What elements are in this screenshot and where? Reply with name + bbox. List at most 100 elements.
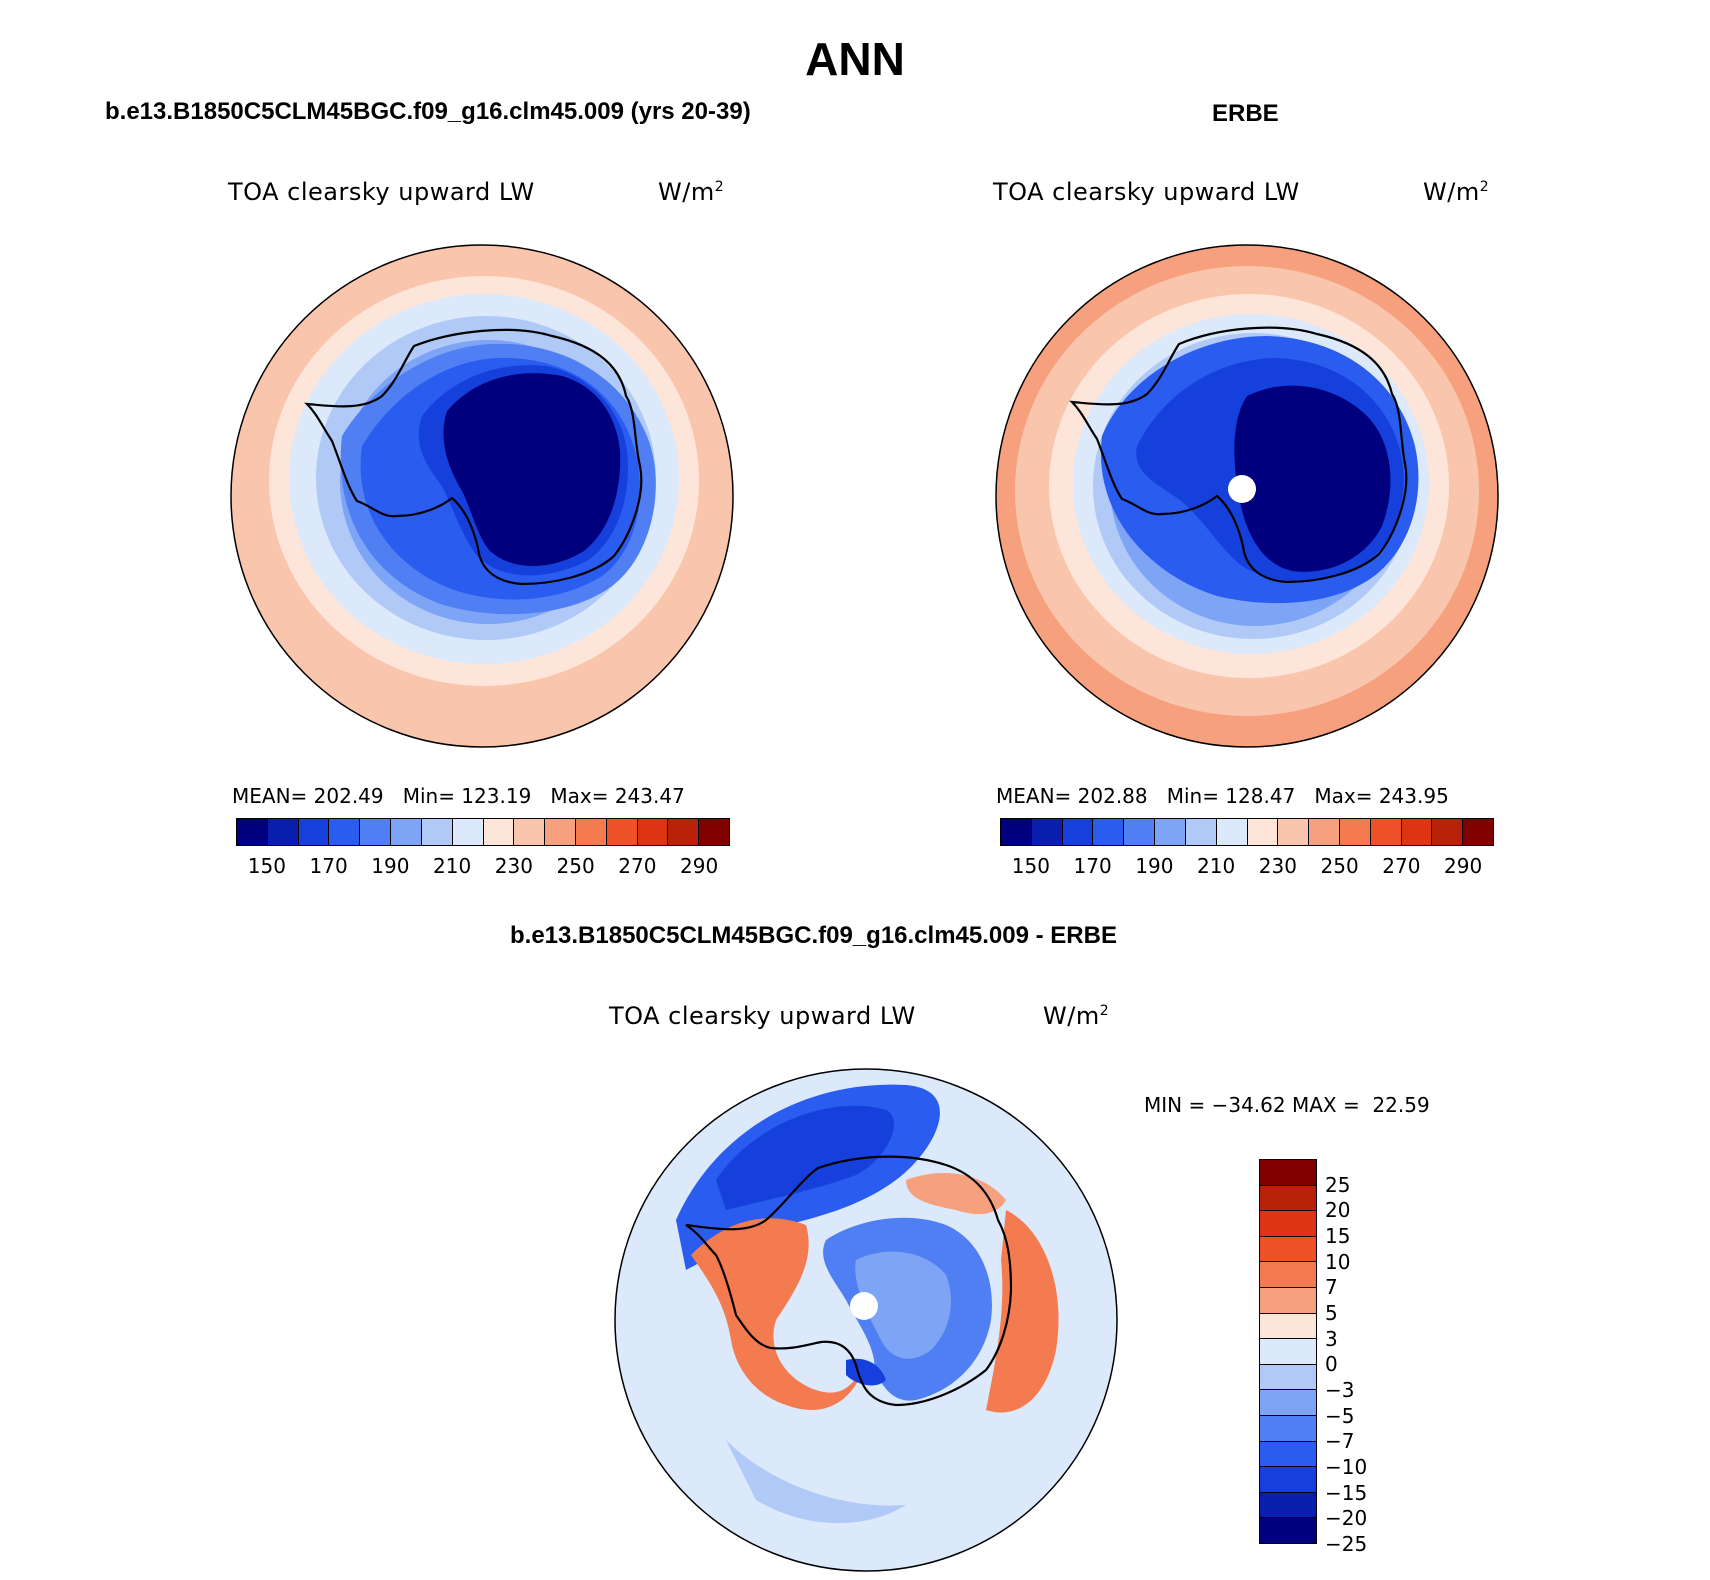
diff-colorbar-tick-label: 25 — [1325, 1172, 1351, 1197]
obs-colorbar-swatch — [1031, 819, 1063, 845]
model-colorbar-swatch — [237, 819, 268, 845]
obs-colorbar-swatch — [1124, 819, 1156, 845]
diff-colorbar-tick-label: 7 — [1325, 1275, 1338, 1300]
model-colorbar-swatch — [298, 819, 330, 845]
diff-colorbar-swatch — [1260, 1467, 1316, 1493]
model-variable-label: TOA clearsky upward LW — [228, 178, 535, 206]
obs-colorbar-swatch — [1463, 819, 1493, 845]
model-colorbar-swatch — [267, 819, 299, 845]
obs-map-border — [995, 244, 1499, 748]
diff-positive-anomaly-coast-north — [906, 1172, 1006, 1215]
diff-colorbar-tick-label: 5 — [1325, 1301, 1338, 1325]
diff-colorbar-swatch — [1260, 1160, 1316, 1186]
model-colorbar-swatch — [606, 819, 638, 845]
model-colorbar-swatch — [452, 819, 484, 845]
obs-colorbar-tick-label: 170 — [1073, 854, 1112, 878]
obs-colorbar-tick-label: 270 — [1382, 854, 1421, 878]
obs-colorbar-swatch — [1278, 819, 1310, 845]
figure-title: ANN — [805, 33, 905, 85]
diff-antarctica-coastline — [685, 1155, 1013, 1407]
obs-colorbar-swatch — [1001, 819, 1032, 845]
model-colorbar-tick-label: 170 — [309, 854, 348, 878]
diff-weak-negative-interior — [855, 1251, 951, 1359]
model-colorbar-tick-label: 230 — [494, 854, 533, 878]
diff-colorbar-swatch — [1260, 1441, 1316, 1468]
obs-colorbar-tick-label: 210 — [1197, 854, 1236, 878]
diff-colorbar-swatch — [1260, 1339, 1316, 1365]
diff-pole-hole — [850, 1292, 878, 1320]
model-colorbar-swatch — [483, 819, 515, 845]
diff-colorbar-tick-label: 20 — [1325, 1198, 1351, 1223]
model-colorbar-swatch — [329, 819, 361, 845]
obs-colorbar-swatch — [1062, 819, 1094, 845]
model-units-label: W/m2 — [658, 178, 725, 206]
diff-colorbar-tick-label: 0 — [1325, 1352, 1338, 1377]
diff-min-max: MIN = −34.62 MAX = 22.59 — [1144, 1093, 1430, 1117]
model-colorbar-tick-label: 290 — [680, 854, 719, 878]
diff-colorbar-swatch — [1260, 1236, 1316, 1263]
model-field-core — [443, 373, 621, 566]
diff-colorbar-swatch — [1260, 1364, 1316, 1391]
obs-colorbar-tick-label: 150 — [1011, 854, 1050, 878]
model-antarctica-coastline — [304, 328, 643, 586]
model-map-border — [230, 244, 734, 748]
diff-colorbar-swatch — [1260, 1262, 1316, 1288]
obs-colorbar — [1000, 818, 1494, 846]
model-colorbar-swatch — [637, 819, 669, 845]
model-colorbar-tick-label: 270 — [618, 854, 657, 878]
diff-colorbar — [1259, 1159, 1317, 1544]
model-colorbar-swatch — [360, 819, 392, 845]
diff-colorbar-tick-label: −7 — [1325, 1429, 1355, 1454]
model-colorbar-swatch — [668, 819, 700, 845]
diff-colorbar-swatch — [1260, 1185, 1316, 1212]
obs-panel-title: ERBE — [1212, 100, 1279, 127]
model-stats: MEAN= 202.49 Min= 123.19 Max= 243.47 — [232, 784, 685, 808]
diff-colorbar-tick-label: −15 — [1325, 1480, 1368, 1505]
diff-colorbar-tick-label: 15 — [1325, 1224, 1351, 1248]
obs-colorbar-swatch — [1339, 819, 1371, 845]
obs-colorbar-swatch — [1216, 819, 1248, 845]
model-colorbar-tick-label: 190 — [371, 854, 410, 878]
obs-colorbar-swatch — [1155, 819, 1186, 845]
model-polar-map — [230, 244, 734, 748]
diff-weak-negative-south — [726, 1440, 906, 1524]
diff-colorbar-tick-label: 3 — [1325, 1326, 1338, 1351]
model-colorbar-tick-label: 150 — [247, 854, 286, 878]
obs-colorbar-swatch — [1309, 819, 1340, 845]
obs-colorbar-swatch — [1185, 819, 1217, 845]
diff-variable-label: TOA clearsky upward LW — [609, 1002, 916, 1030]
diff-units-label: W/m2 — [1043, 1002, 1110, 1030]
diff-positive-anomaly-east — [986, 1210, 1059, 1413]
obs-variable-label: TOA clearsky upward LW — [993, 178, 1300, 206]
diff-strong-negative-north — [716, 1105, 895, 1210]
model-colorbar-tick-label: 250 — [556, 854, 595, 878]
diff-colorbar-swatch — [1260, 1415, 1316, 1442]
model-colorbar-swatch — [421, 819, 453, 845]
diff-panel-title: b.e13.B1850C5CLM45BGC.f09_g16.clm45.009 … — [510, 922, 1117, 949]
diff-colorbar-tick-label: −25 — [1325, 1532, 1368, 1556]
obs-colorbar-swatch — [1370, 819, 1402, 845]
diff-colorbar-swatch — [1260, 1313, 1316, 1340]
model-colorbar-swatch — [391, 819, 422, 845]
diff-colorbar-tick-label: −20 — [1325, 1506, 1368, 1531]
obs-units-label: W/m2 — [1423, 178, 1490, 206]
obs-field-core — [1234, 385, 1391, 572]
model-colorbar-swatch — [514, 819, 546, 845]
obs-stats: MEAN= 202.88 Min= 128.47 Max= 243.95 — [996, 784, 1449, 808]
obs-colorbar-tick-label: 190 — [1135, 854, 1174, 878]
diff-colorbar-tick-label: −3 — [1325, 1378, 1355, 1402]
model-colorbar-swatch — [545, 819, 576, 845]
diff-colorbar-tick-label: −5 — [1325, 1403, 1355, 1428]
diff-colorbar-swatch — [1260, 1287, 1316, 1314]
model-panel-title: b.e13.B1850C5CLM45BGC.f09_g16.clm45.009 … — [105, 98, 751, 125]
diff-colorbar-tick-label: 10 — [1325, 1249, 1351, 1274]
diff-colorbar-swatch — [1260, 1390, 1316, 1416]
obs-colorbar-swatch — [1401, 819, 1433, 845]
diff-positive-anomaly-west — [691, 1218, 866, 1410]
obs-colorbar-tick-label: 250 — [1320, 854, 1359, 878]
diff-polar-map — [614, 1068, 1118, 1572]
obs-antarctica-coastline — [1069, 326, 1408, 584]
model-colorbar-swatch — [699, 819, 729, 845]
model-colorbar-tick-label: 210 — [433, 854, 472, 878]
diff-colorbar-swatch — [1260, 1211, 1316, 1237]
